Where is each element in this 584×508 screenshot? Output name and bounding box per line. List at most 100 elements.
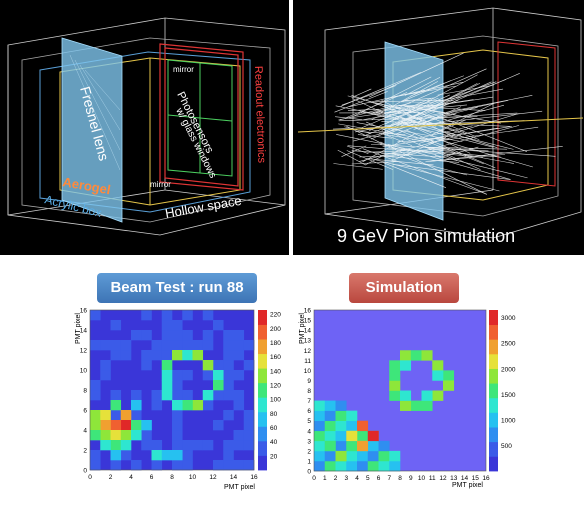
heatmap-cell bbox=[357, 440, 369, 452]
heatmap-cell bbox=[100, 440, 111, 451]
heatmap-cell bbox=[223, 390, 234, 401]
colorbar-tick-label: 100 bbox=[270, 397, 281, 404]
colorbar-segment bbox=[489, 405, 498, 410]
heatmap-cell bbox=[213, 320, 224, 331]
colorbar-tick-label: 80 bbox=[270, 411, 278, 418]
heatmap-cell bbox=[110, 420, 122, 431]
colorbar-segment bbox=[489, 452, 498, 457]
particle-track bbox=[340, 72, 422, 107]
particle-track bbox=[345, 92, 408, 119]
heatmap-cell bbox=[90, 430, 101, 441]
heatmap-cell bbox=[110, 390, 122, 401]
heatmap-cell bbox=[90, 450, 101, 461]
heatmap-cell bbox=[100, 360, 111, 371]
heatmap-cell bbox=[346, 410, 358, 421]
heatmap-cell bbox=[233, 390, 245, 401]
y-tick-label: 8 bbox=[307, 388, 311, 395]
colorbar-segment bbox=[258, 324, 267, 329]
colorbar-segment bbox=[489, 434, 498, 439]
heatmap-cell bbox=[432, 360, 444, 371]
beam-test-tag: Beam Test : run 88 bbox=[97, 273, 257, 303]
colorbar-segment bbox=[489, 467, 498, 472]
colorbar-segment bbox=[258, 433, 267, 438]
heatmap-cell bbox=[192, 440, 204, 451]
x-tick-label: 14 bbox=[461, 475, 469, 482]
heatmap-cell bbox=[110, 400, 122, 411]
colorbar-segment bbox=[489, 460, 498, 465]
heatmap-cell bbox=[161, 320, 173, 331]
sim-y-axis-label: PMT pixel bbox=[299, 313, 306, 344]
colorbar-segment bbox=[489, 310, 498, 315]
x-tick-label: 13 bbox=[450, 475, 458, 482]
colorbar-segment bbox=[258, 426, 267, 431]
particle-track bbox=[418, 113, 520, 144]
x-tick-label: 10 bbox=[189, 474, 197, 481]
y-tick-label: 15 bbox=[304, 318, 312, 325]
heatmap-cell bbox=[131, 460, 142, 471]
colorbar-segment bbox=[258, 462, 267, 467]
mirror-top-label: mirror bbox=[173, 65, 194, 74]
heatmap-cell bbox=[90, 340, 101, 351]
particle-track bbox=[336, 134, 437, 155]
heatmap-cell bbox=[421, 400, 433, 411]
x-tick-label: 6 bbox=[150, 474, 154, 481]
heatmap-cell bbox=[223, 460, 234, 471]
particle-track bbox=[421, 106, 462, 125]
colorbar-segment bbox=[489, 383, 498, 388]
heatmap-cell bbox=[151, 460, 163, 471]
y-tick-label: 6 bbox=[83, 408, 87, 415]
particle-track bbox=[392, 163, 511, 181]
heatmap-cell bbox=[120, 350, 132, 361]
heatmap-cell bbox=[202, 440, 214, 451]
particle-track bbox=[365, 154, 385, 166]
heatmap-cell bbox=[141, 430, 152, 441]
heatmap-cell bbox=[243, 360, 255, 371]
heatmap-cell bbox=[172, 400, 183, 411]
colorbar-tick-label: 200 bbox=[270, 326, 281, 333]
heatmap-cell bbox=[314, 460, 326, 472]
heatmap-cell bbox=[182, 450, 193, 461]
colorbar-segment bbox=[258, 404, 267, 409]
heatmap-cell bbox=[367, 460, 379, 472]
heatmap-cell bbox=[100, 340, 111, 351]
particle-track bbox=[385, 74, 478, 125]
colorbar-segment bbox=[489, 445, 498, 450]
heatmap-cell bbox=[243, 420, 255, 431]
heatmap-cell bbox=[141, 350, 152, 361]
particle-track bbox=[434, 138, 533, 168]
colorbar-segment bbox=[258, 466, 267, 471]
heatmap-cell bbox=[172, 340, 183, 351]
colorbar-segment bbox=[258, 375, 267, 380]
heatmap-cell bbox=[172, 330, 183, 341]
heatmap-cell bbox=[172, 320, 183, 331]
beam-test-heatmap: 0 2 4 6 8 10 12 14 16 0 2 4 6 8 10 12 14 16 PMT pixel PM… bbox=[75, 308, 281, 492]
x-tick-label: 1 bbox=[323, 475, 327, 482]
heatmap-cell bbox=[151, 390, 163, 401]
y-tick-label: 7 bbox=[307, 398, 311, 405]
colorbar-tick-label: 220 bbox=[270, 312, 281, 319]
heatmap-cell bbox=[223, 330, 234, 341]
colorbar-segment bbox=[489, 375, 498, 380]
particle-track bbox=[376, 81, 439, 116]
heatmap-cell bbox=[161, 390, 173, 401]
heatmap-cell bbox=[90, 380, 101, 391]
colorbar-segment bbox=[489, 357, 498, 362]
colorbar-segment bbox=[489, 456, 498, 461]
heatmap-cell bbox=[182, 350, 193, 361]
heatmap-cell bbox=[182, 330, 193, 341]
colorbar-segment bbox=[258, 371, 267, 376]
particle-track bbox=[351, 150, 443, 158]
y-tick-label: 13 bbox=[304, 338, 312, 345]
heatmap-cell bbox=[223, 350, 234, 361]
heatmap-cell bbox=[324, 440, 336, 452]
heatmap-cell bbox=[367, 430, 379, 442]
heatmap-cell bbox=[233, 340, 245, 351]
particle-track bbox=[359, 134, 462, 162]
colorbar-segment bbox=[258, 386, 267, 391]
particle-track bbox=[372, 102, 411, 113]
y-tick-label: 4 bbox=[83, 428, 87, 435]
heatmap-cell bbox=[346, 460, 358, 472]
colorbar-segment bbox=[489, 313, 498, 318]
heatmap-cell bbox=[110, 350, 122, 361]
colorbar-segment bbox=[258, 368, 267, 373]
